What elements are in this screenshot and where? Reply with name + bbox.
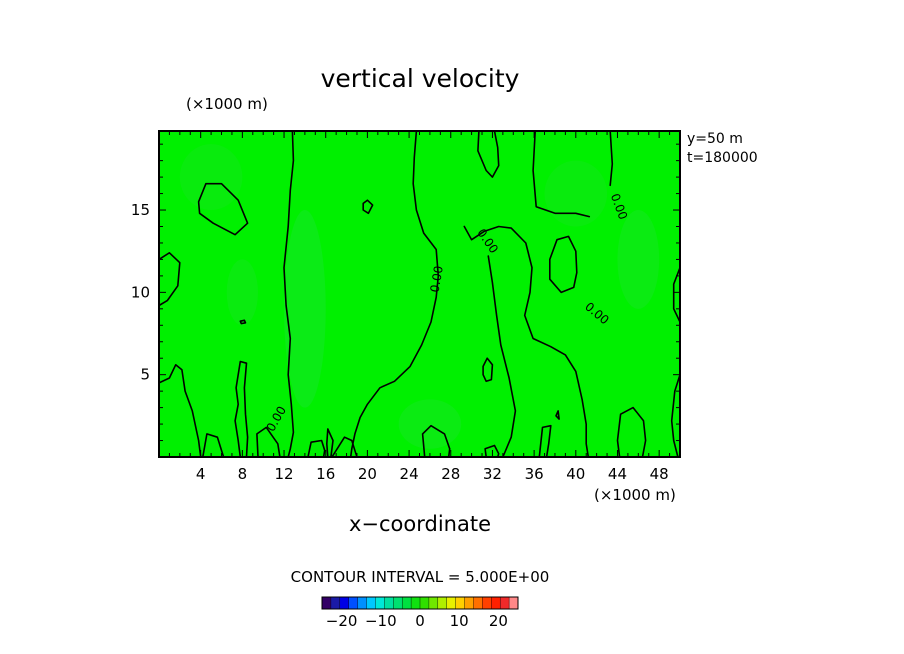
contour-line	[307, 439, 326, 458]
colorbar-cell	[348, 596, 359, 610]
x-tick-label: 36	[525, 465, 544, 483]
colorbar-cell	[419, 596, 430, 610]
contour-line	[325, 428, 334, 458]
colorbar-cell	[428, 596, 439, 610]
contour-line	[482, 357, 494, 383]
contour-line	[532, 130, 591, 218]
contour-line	[538, 424, 552, 458]
colorbar-cell	[357, 596, 368, 610]
contour-line	[548, 235, 578, 294]
x-tick-label: 12	[274, 465, 293, 483]
contour-line	[349, 130, 440, 458]
colorbar-cell	[455, 596, 466, 610]
shade-blob	[398, 399, 462, 449]
colorbar-cell	[410, 596, 421, 610]
contour-lines	[158, 130, 681, 458]
x-tick-label: 32	[483, 465, 502, 483]
colorbar-cell	[482, 596, 492, 610]
x-tick-labels: 4 8 12 16 20 24 28 32 36 40 44 48	[196, 465, 669, 483]
colorbar-tick-label: 10	[450, 612, 469, 630]
x-tick-label: 16	[316, 465, 335, 483]
annotation-y: y=50 m	[687, 131, 743, 147]
colorbar-cell	[393, 596, 403, 610]
contour-line	[484, 444, 500, 458]
contour-line	[283, 130, 295, 458]
contour-line	[463, 225, 590, 458]
y-tick-label: 5	[140, 366, 150, 384]
shade-blob	[617, 210, 660, 309]
contour-line	[158, 252, 181, 307]
colorbar-cell	[384, 596, 394, 610]
colorbar-tick-label: 20	[489, 612, 508, 630]
colorbar-cell	[464, 596, 474, 610]
colorbar-cell	[330, 596, 341, 610]
y-unit-label: (×1000 m)	[186, 95, 268, 113]
contour-line	[331, 436, 358, 458]
contour-line	[234, 360, 249, 458]
colorbar-cells	[321, 596, 519, 610]
colorbar-cell	[339, 596, 350, 610]
contour-line	[197, 182, 249, 236]
colorbar-cell	[508, 596, 519, 610]
colorbar-cell	[375, 596, 385, 610]
y-tick-label: 15	[131, 201, 150, 219]
x-tick-label: 8	[238, 465, 248, 483]
x-tick-label: 4	[196, 465, 206, 483]
y-tick-label: 10	[131, 283, 150, 301]
x-tick-label: 44	[608, 465, 627, 483]
colorbar-tick-label: 0	[415, 612, 425, 630]
colorbar-cell	[366, 596, 376, 610]
chart-title: vertical velocity	[321, 64, 520, 93]
contour-line	[555, 410, 560, 420]
x-tick-label: 48	[650, 465, 669, 483]
colorbar-tick-label: −20	[326, 612, 358, 630]
contour-line	[609, 130, 614, 187]
colorbar-tick-label: −10	[365, 612, 397, 630]
colorbar-frame	[321, 596, 519, 610]
contour-line	[239, 319, 247, 325]
x-tick-label: 40	[566, 465, 585, 483]
colorbar-cell	[401, 596, 412, 610]
shade-blob	[544, 160, 608, 227]
annotation-t: t=180000	[687, 150, 758, 166]
contour-line	[670, 373, 681, 458]
contour-line	[256, 426, 281, 458]
x-tick-label: 20	[358, 465, 377, 483]
colorbar-cell	[473, 596, 483, 610]
x-tick-label: 28	[441, 465, 460, 483]
x-unit-label: (×1000 m)	[594, 486, 676, 504]
x-axis-label: x−coordinate	[349, 512, 491, 536]
axis-ticks	[159, 131, 680, 457]
contour-line	[616, 406, 647, 458]
contour-interval-label: CONTOUR INTERVAL = 5.000E+00	[291, 568, 550, 586]
colorbar-cell	[491, 596, 501, 610]
shade-blob	[179, 144, 243, 211]
contour-line	[158, 363, 202, 458]
contour-line	[477, 130, 500, 178]
colorbar-labels: −20 −10 0 10 20	[326, 612, 508, 630]
colorbar-cell	[321, 596, 332, 610]
contour-label: 0.00	[428, 265, 446, 294]
contour-line	[362, 199, 374, 215]
shade-blob	[284, 210, 326, 408]
colorbar: −20 −10 0 10 20	[321, 596, 519, 630]
x-tick-label: 24	[400, 465, 419, 483]
shade-blob	[226, 259, 258, 326]
contour-line	[487, 255, 517, 458]
plot-area: 0.000.000.000.000.00 4 8 12 16 20 24 28 32 36 40 4…	[131, 130, 681, 483]
y-tick-labels: 5 10 15	[131, 201, 150, 384]
contour-line	[202, 433, 225, 458]
colorbar-cell	[499, 596, 510, 610]
colorbar-cell	[437, 596, 448, 610]
contour-line	[421, 424, 451, 458]
colorbar-cell	[446, 596, 457, 610]
